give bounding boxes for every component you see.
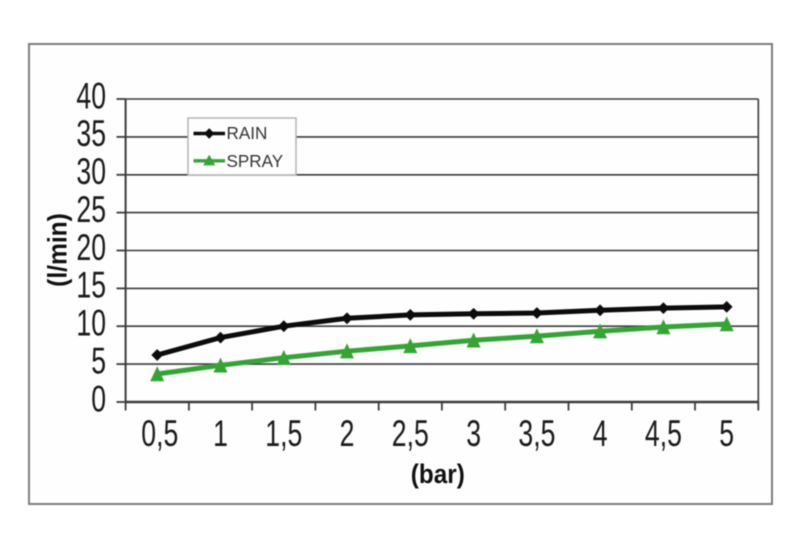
- svg-text:0,5: 0,5: [141, 413, 178, 454]
- svg-text:1,5: 1,5: [265, 413, 302, 454]
- svg-text:35: 35: [76, 113, 106, 154]
- svg-text:40: 40: [76, 75, 106, 116]
- svg-text:5: 5: [91, 340, 106, 381]
- svg-text:25: 25: [76, 189, 106, 230]
- svg-text:2,5: 2,5: [392, 413, 429, 454]
- svg-text:4: 4: [593, 413, 608, 454]
- svg-text:(bar): (bar): [411, 460, 465, 489]
- svg-text:30: 30: [76, 151, 106, 192]
- svg-text:SPRAY: SPRAY: [227, 151, 284, 172]
- svg-text:10: 10: [76, 302, 106, 343]
- svg-text:3,5: 3,5: [518, 413, 555, 454]
- svg-text:(l/min): (l/min): [43, 213, 72, 287]
- svg-text:1: 1: [213, 413, 228, 454]
- svg-text:4,5: 4,5: [645, 413, 682, 454]
- svg-text:RAIN: RAIN: [227, 123, 268, 144]
- svg-text:20: 20: [76, 227, 106, 268]
- svg-text:5: 5: [719, 413, 734, 454]
- svg-text:2: 2: [340, 413, 355, 454]
- svg-text:0: 0: [91, 378, 106, 419]
- svg-text:15: 15: [76, 264, 106, 305]
- svg-text:3: 3: [466, 413, 481, 454]
